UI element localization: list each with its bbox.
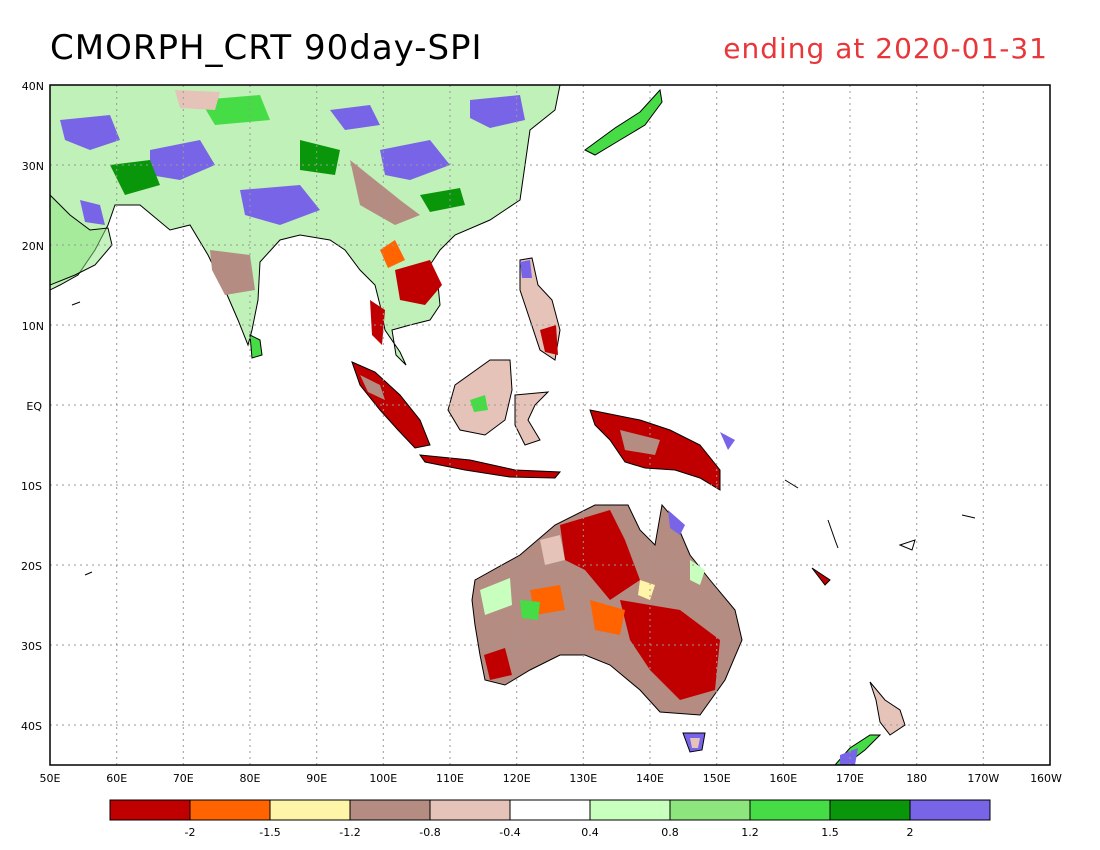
legend-swatch (589, 799, 671, 821)
legend-label: -2 (185, 826, 196, 839)
lon-label: 180 (906, 772, 927, 785)
latitude-labels: 40N 30N 20N 10N EQ 10S 20S 30S 40S (21, 80, 44, 733)
lon-label: 130E (569, 772, 597, 785)
map-title: CMORPH_CRT 90day-SPI (50, 28, 483, 68)
legend-colorbar (109, 799, 991, 821)
legend-swatch (669, 799, 751, 821)
asia-landmass (50, 85, 561, 366)
lat-label: 10N (22, 320, 44, 333)
legend-swatch (189, 799, 271, 821)
legend-label: -1.5 (259, 826, 280, 839)
legend-swatch (269, 799, 351, 821)
new-zealand-north (869, 681, 906, 736)
legend-swatch (429, 799, 511, 821)
lat-label: 20S (21, 560, 42, 573)
lat-label: 40N (22, 80, 44, 93)
lon-label: 70E (173, 772, 194, 785)
lon-label: 110E (436, 772, 464, 785)
lon-label: 100E (369, 772, 397, 785)
legend-label: 0.4 (581, 826, 599, 839)
lon-label: 170W (967, 772, 999, 785)
lon-label: 150E (703, 772, 731, 785)
legend-label: 1.5 (821, 826, 839, 839)
legend-swatch (349, 799, 431, 821)
date-label: ending at 2020-01-31 (723, 32, 1048, 65)
map-frame (49, 84, 1051, 766)
sulawesi-island (514, 391, 550, 446)
legend-label: -1.2 (339, 826, 360, 839)
lon-label: 160W (1030, 772, 1062, 785)
lon-label: 60E (106, 772, 127, 785)
japan-islands (584, 88, 663, 156)
legend-labels: -2 -1.5 -1.2 -0.8 -0.4 0.4 0.8 1.2 1.5 2 (185, 826, 914, 839)
sri-lanka-island (249, 334, 263, 359)
legend-swatch (109, 799, 191, 821)
map-gridlines (50, 85, 1050, 765)
lon-label: 170E (836, 772, 864, 785)
lon-label: 80E (240, 772, 261, 785)
java-island (418, 454, 562, 479)
pacific-islands (71, 301, 976, 586)
lat-label: EQ (26, 400, 42, 413)
legend-label: 2 (907, 826, 914, 839)
legend-swatch (829, 799, 911, 821)
lat-label: 10S (21, 480, 42, 493)
legend-label: -0.8 (419, 826, 440, 839)
lon-label: 90E (306, 772, 327, 785)
lat-label: 40S (21, 720, 42, 733)
asia-spi-patches (60, 90, 525, 345)
legend-swatch (749, 799, 831, 821)
lon-label: 50E (40, 772, 61, 785)
lon-label: 160E (769, 772, 797, 785)
lon-label: 140E (636, 772, 664, 785)
lat-label: 30S (21, 640, 42, 653)
lat-label: 20N (22, 240, 44, 253)
legend-swatch (509, 799, 591, 821)
longitude-labels: 50E 60E 70E 80E 90E 100E 110E 120E 130E … (40, 772, 1063, 785)
lon-label: 120E (503, 772, 531, 785)
legend-label: 0.8 (661, 826, 679, 839)
legend-label: -0.4 (499, 826, 520, 839)
lat-label: 30N (22, 160, 44, 173)
map-layer (50, 85, 976, 765)
australia-spi-patches (480, 510, 720, 700)
legend-swatch (909, 799, 991, 821)
legend-label: 1.2 (741, 826, 759, 839)
